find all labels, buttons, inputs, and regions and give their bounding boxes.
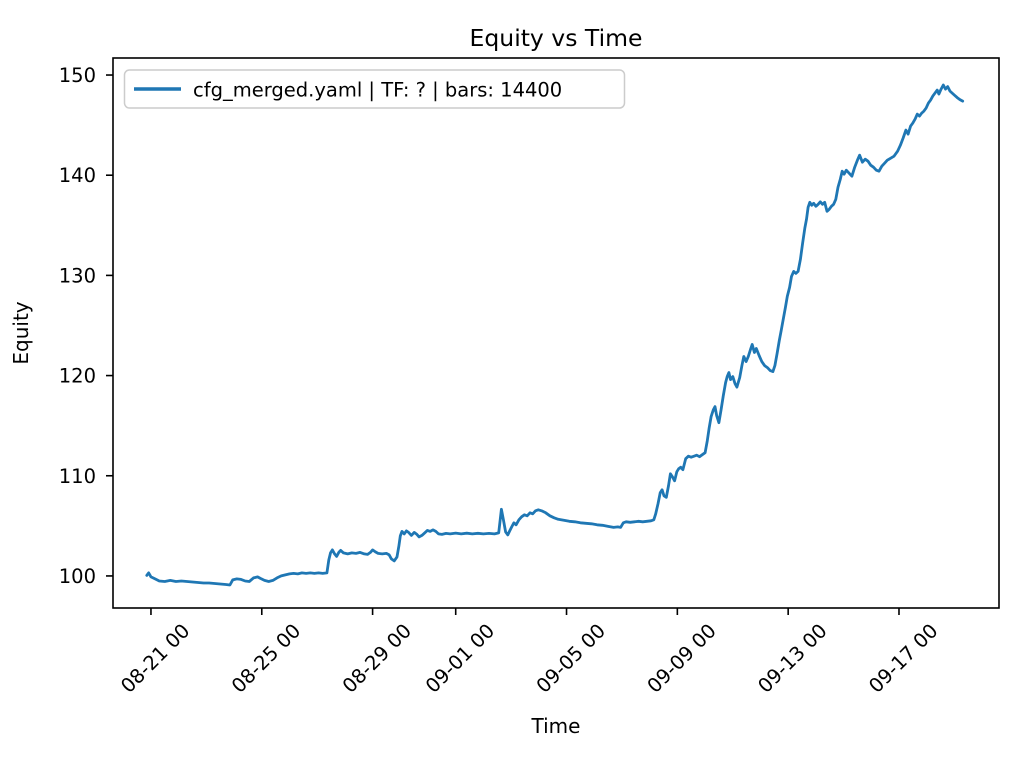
x-tick-label: 08-21 00 bbox=[116, 619, 194, 697]
y-axis-label: Equity bbox=[9, 301, 33, 364]
x-axis-ticks: 08-21 00 08-25 00 08-29 00 09-01 00 09-05 00… bbox=[116, 608, 943, 698]
legend-label: cfg_merged.yaml | TF: ? | bars: 14400 bbox=[193, 79, 562, 102]
x-tick-label: 08-25 00 bbox=[227, 619, 305, 697]
y-tick-label: 110 bbox=[59, 465, 96, 488]
x-axis-label: Time bbox=[531, 714, 581, 738]
plot-area bbox=[112, 57, 1000, 609]
y-tick-label: 100 bbox=[59, 565, 96, 588]
y-tick-label: 130 bbox=[59, 264, 96, 287]
chart-title: Equity vs Time bbox=[470, 24, 643, 52]
x-tick-label: 09-05 00 bbox=[532, 619, 610, 697]
x-tick-label: 09-09 00 bbox=[643, 619, 721, 697]
y-tick-label: 120 bbox=[59, 365, 96, 388]
y-tick-label: 150 bbox=[59, 64, 96, 87]
y-axis-ticks: 100 110 120 130 140 150 bbox=[59, 64, 113, 588]
x-tick-label: 09-13 00 bbox=[753, 619, 831, 697]
y-tick-label: 140 bbox=[59, 164, 96, 187]
x-tick-label: 08-29 00 bbox=[338, 619, 416, 697]
equity-line bbox=[145, 83, 965, 587]
legend-box bbox=[123, 69, 626, 109]
legend: cfg_merged.yaml | TF: ? | bars: 14400 bbox=[123, 69, 626, 109]
x-tick-label: 09-17 00 bbox=[864, 619, 942, 697]
x-tick-label: 09-01 00 bbox=[421, 619, 499, 697]
